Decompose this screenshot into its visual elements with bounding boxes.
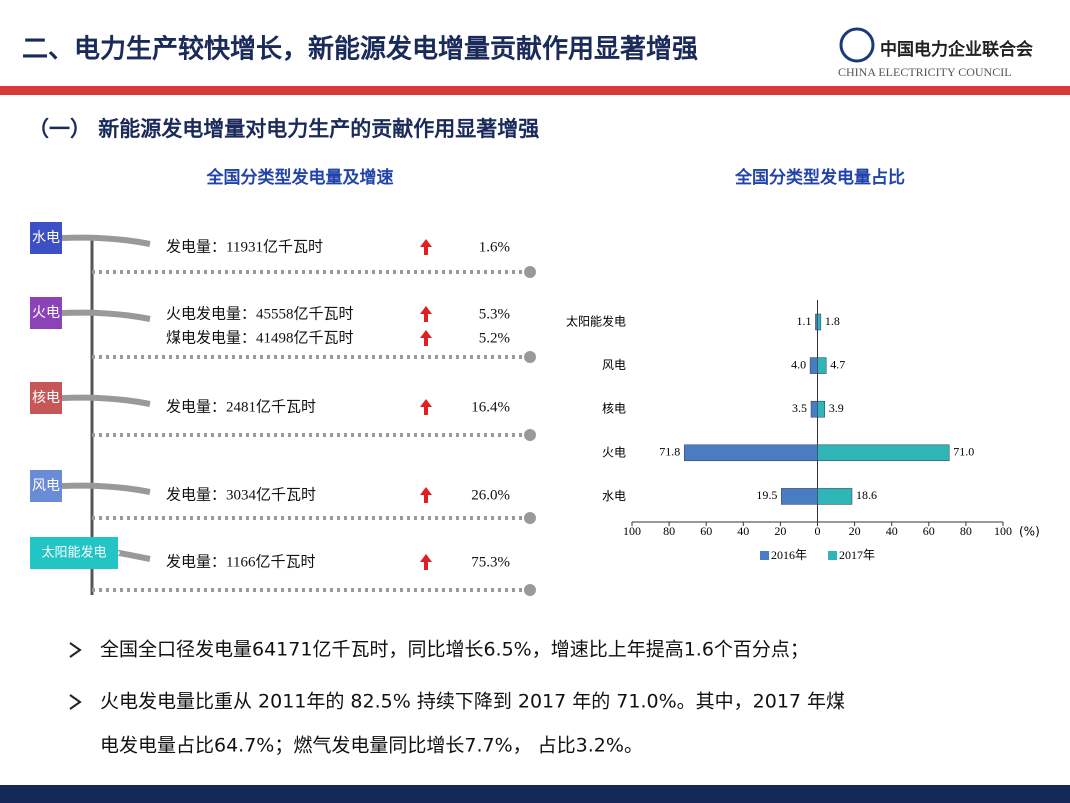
bullet-marker <box>69 694 82 710</box>
connector <box>61 482 151 495</box>
slide-title: 二、电力生产较快增长，新能源发电增量贡献作用显著增强 <box>22 34 698 65</box>
connector <box>61 394 151 407</box>
legend-swatch <box>760 551 769 560</box>
org-name-en: CHINA ELECTRICITY COUNCIL <box>838 65 1012 79</box>
bar <box>817 313 822 331</box>
tag-label: 水电 <box>32 230 60 246</box>
x-tick-label: 80 <box>663 524 675 538</box>
connector <box>61 234 151 247</box>
x-tick-label: 60 <box>923 524 935 538</box>
bar <box>684 444 818 462</box>
legend-swatch <box>828 551 837 560</box>
growth-rate: 26.0% <box>471 487 510 503</box>
value-label: 4.7 <box>830 357 845 371</box>
value-label: 3.5 <box>792 401 807 415</box>
generation-text: 火电发电量：45558亿千瓦时 <box>166 305 354 322</box>
tag-box <box>30 222 62 254</box>
bullet-marker <box>69 642 82 658</box>
value-label: 4.0 <box>791 357 806 371</box>
up-arrow <box>420 554 432 570</box>
bullet-text: 电发电量占比64.7%；燃气发电量同比增长7.7%， 占比3.2%。 <box>100 735 643 757</box>
tag-label: 风电 <box>32 478 60 494</box>
x-tick-label: 20 <box>774 524 786 538</box>
bar <box>817 400 825 418</box>
x-tick-label: 100 <box>994 524 1012 538</box>
tag-label: 核电 <box>32 390 60 406</box>
bullet-text: 火电发电量比重从 2011年的 82.5% 持续下降到 2017 年的 71.0… <box>100 691 845 713</box>
bar <box>809 357 818 374</box>
header-bar <box>0 86 1070 95</box>
value-label: 71.0 <box>953 445 974 459</box>
legend-label: 2016年 <box>771 548 807 562</box>
growth-rate: 5.3% <box>479 306 510 322</box>
up-arrow <box>420 330 432 346</box>
section-title: （一） 新能源发电增量对电力生产的贡献作用显著增强 <box>28 117 539 141</box>
x-tick-label: 60 <box>700 524 712 538</box>
up-arrow <box>420 399 432 415</box>
bar <box>817 488 853 505</box>
value-label: 18.6 <box>856 488 877 502</box>
y-tick-label: 风电 <box>602 358 626 372</box>
tag-label: 火电 <box>32 305 60 321</box>
bar <box>817 357 827 374</box>
y-tick-label: 核电 <box>602 402 626 416</box>
bar <box>810 400 818 418</box>
footer-bar <box>0 785 1070 803</box>
x-tick-label: 100 <box>623 524 641 538</box>
bullet-text: 全国全口径发电量64171亿千瓦时，同比增长6.5%，增速比上年提高1.6个百分… <box>100 639 809 661</box>
tag-box <box>30 470 62 502</box>
x-tick-label: 20 <box>849 524 861 538</box>
tag-box <box>30 382 62 414</box>
chart-title: 全国分类型发电量占比 <box>734 167 905 188</box>
up-arrow <box>420 487 432 503</box>
growth-rate: 1.6% <box>479 239 510 255</box>
x-tick-label: 40 <box>886 524 898 538</box>
growth-rate: 5.2% <box>479 330 510 346</box>
up-arrow <box>420 306 432 322</box>
dot-end <box>524 584 536 596</box>
legend-label: 2017年 <box>839 548 875 562</box>
x-tick-label: 80 <box>960 524 972 538</box>
up-arrow <box>420 239 432 255</box>
tag-box <box>30 297 62 329</box>
x-tick-label: 0 <box>815 524 821 538</box>
generation-text: 发电量：11931亿千瓦时 <box>166 238 323 255</box>
value-label: 71.8 <box>659 445 680 459</box>
dot-end <box>524 266 536 278</box>
growth-rate: 75.3% <box>471 554 510 570</box>
x-axis-label: (%) <box>1019 525 1040 539</box>
value-label: 3.9 <box>829 401 844 415</box>
tag-label: 太阳能发电 <box>41 545 106 561</box>
y-tick-label: 太阳能发电 <box>566 314 626 329</box>
bar <box>817 444 950 462</box>
dot-end <box>524 512 536 524</box>
dot-end <box>524 351 536 363</box>
value-label: 19.5 <box>756 488 777 502</box>
dot-end <box>524 429 536 441</box>
infographic-title: 全国分类型发电量及增速 <box>206 167 394 188</box>
value-label: 1.8 <box>825 314 840 328</box>
generation-text: 发电量：2481亿千瓦时 <box>166 398 316 415</box>
connector <box>61 309 151 322</box>
tag-box <box>30 537 118 569</box>
bar <box>815 313 818 331</box>
y-tick-label: 水电 <box>602 489 626 503</box>
logo <box>839 27 875 63</box>
bar <box>781 488 818 505</box>
value-label: 1.1 <box>796 314 811 328</box>
y-tick-label: 火电 <box>602 445 626 459</box>
org-name: 中国电力企业联合会 <box>880 39 1033 60</box>
generation-text: 发电量：3034亿千瓦时 <box>166 486 316 503</box>
x-tick-label: 40 <box>737 524 749 538</box>
generation-text: 煤电发电量：41498亿千瓦时 <box>166 329 354 346</box>
growth-rate: 16.4% <box>471 399 510 415</box>
generation-text: 发电量：1166亿千瓦时 <box>166 553 315 570</box>
